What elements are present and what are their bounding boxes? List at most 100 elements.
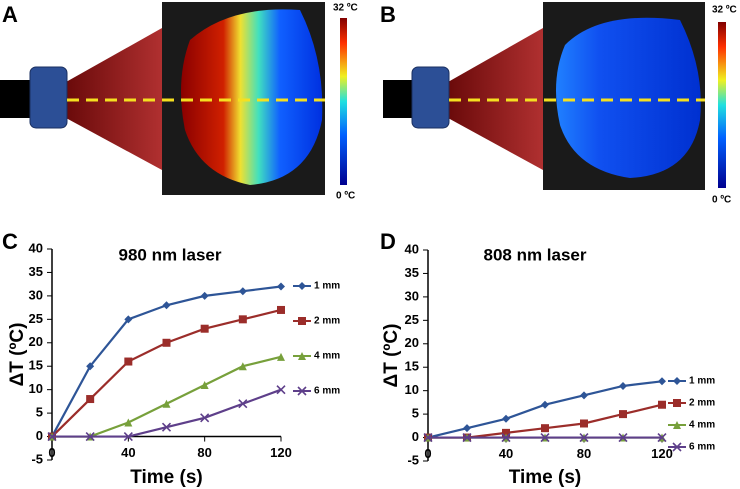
x-tick-label: 80 [197,445,211,460]
y-tick-label: 20 [405,335,419,350]
y-tick-label: 0 [412,429,419,444]
marker [200,413,210,423]
line-chart: D 808 nm laser Time (s) ΔT (ºC) -5 0 5 10 15 20 25… [380,229,715,488]
panel-a: A 32 ºC 0 ºC [0,2,358,202]
legend-marker [673,421,681,429]
marker [580,419,588,428]
scale-min: 0 ºC [712,195,731,206]
marker [124,357,133,366]
legend-marker [297,386,307,396]
marker [86,362,95,371]
marker [85,431,95,442]
marker [123,431,133,442]
laser-body [383,80,413,118]
legend-entry: 6 mm [668,442,715,453]
marker [502,428,510,437]
x-axis-label: Time (s) [509,467,582,488]
colorbar [718,22,726,188]
marker [238,287,247,296]
y-tick-label: 15 [405,359,419,374]
legend-label: 2 mm [314,316,340,327]
marker [277,352,285,361]
laser-head [29,66,68,129]
marker [463,424,471,433]
marker [200,380,209,389]
marker [658,400,666,409]
panel-label: C [2,229,18,254]
legend-marker [673,399,681,407]
legend-label: 6 mm [314,386,340,397]
x-tick-label: 120 [270,445,292,460]
legend-entry: 6 mm [293,386,340,397]
panel-label: A [2,2,18,27]
legend-entry: 1 mm [668,376,715,387]
x-tick-label: 0 [48,445,55,460]
legend-marker [298,352,306,360]
marker [276,385,286,395]
marker [619,381,627,390]
legend-label: 1 mm [314,281,340,292]
marker [423,432,433,443]
thermal-blob [181,9,323,185]
colorbar [340,18,347,185]
y-tick-label: 25 [29,311,43,326]
thermal-blob [556,17,701,179]
marker [580,391,588,400]
legend-entry: 4 mm [668,420,715,431]
x-tick-label: 0 [424,446,431,461]
laser-body [0,80,32,118]
y-tick-label: -5 [31,451,43,466]
marker [502,414,510,423]
legend-label: 6 mm [689,442,715,453]
x-tick-label: 40 [121,445,135,460]
marker [238,362,247,371]
y-tick-label: 0 [36,428,43,443]
marker [162,399,171,408]
x-tick-label: 120 [651,446,673,461]
y-axis-label: ΔT (ºC) [7,323,28,387]
legend-label: 4 mm [314,351,340,362]
y-tick-label: 35 [405,265,419,280]
y-tick-label: 15 [29,358,43,373]
y-tick-label: 25 [405,312,419,327]
panel-b: B 32 ºC 0 ºC [380,2,737,206]
x-tick-label: 80 [577,446,591,461]
y-tick-label: 40 [29,240,43,255]
legend-entry: 2 mm [293,316,340,327]
marker [619,410,627,419]
legend-marker [298,317,306,325]
y-tick-label: 20 [29,334,43,349]
legend-entry: 2 mm [668,398,715,409]
panel-label: B [380,2,396,27]
marker [200,291,209,300]
marker [238,399,248,409]
marker [200,324,209,333]
legend-label: 2 mm [689,398,715,409]
chart-title: 808 nm laser [483,245,586,264]
marker [124,315,133,324]
y-tick-label: 35 [29,264,43,279]
marker [277,305,285,314]
scale-max: 32 ºC [333,3,358,14]
y-tick-label: 5 [36,405,43,420]
line-chart: C 980 nm laser Time (s) ΔT (ºC) -5 0 5 10 15 20 25… [2,229,340,488]
y-axis-label: ΔT (ºC) [381,324,402,388]
y-tick-label: 10 [29,381,43,396]
legend-entry: 1 mm [293,281,340,292]
laser-head [411,66,450,129]
marker [238,315,247,324]
x-axis-label: Time (s) [130,467,203,488]
legend-label: 4 mm [689,420,715,431]
y-tick-label: 5 [412,406,419,421]
legend-marker [298,282,306,290]
marker [541,424,549,433]
legend-marker [673,377,681,385]
panel-label: D [380,229,396,254]
scale-min: 0 ºC [336,191,355,202]
marker [86,395,95,404]
marker [541,400,549,409]
marker [277,282,285,291]
series-line [428,403,663,439]
marker [162,338,171,347]
